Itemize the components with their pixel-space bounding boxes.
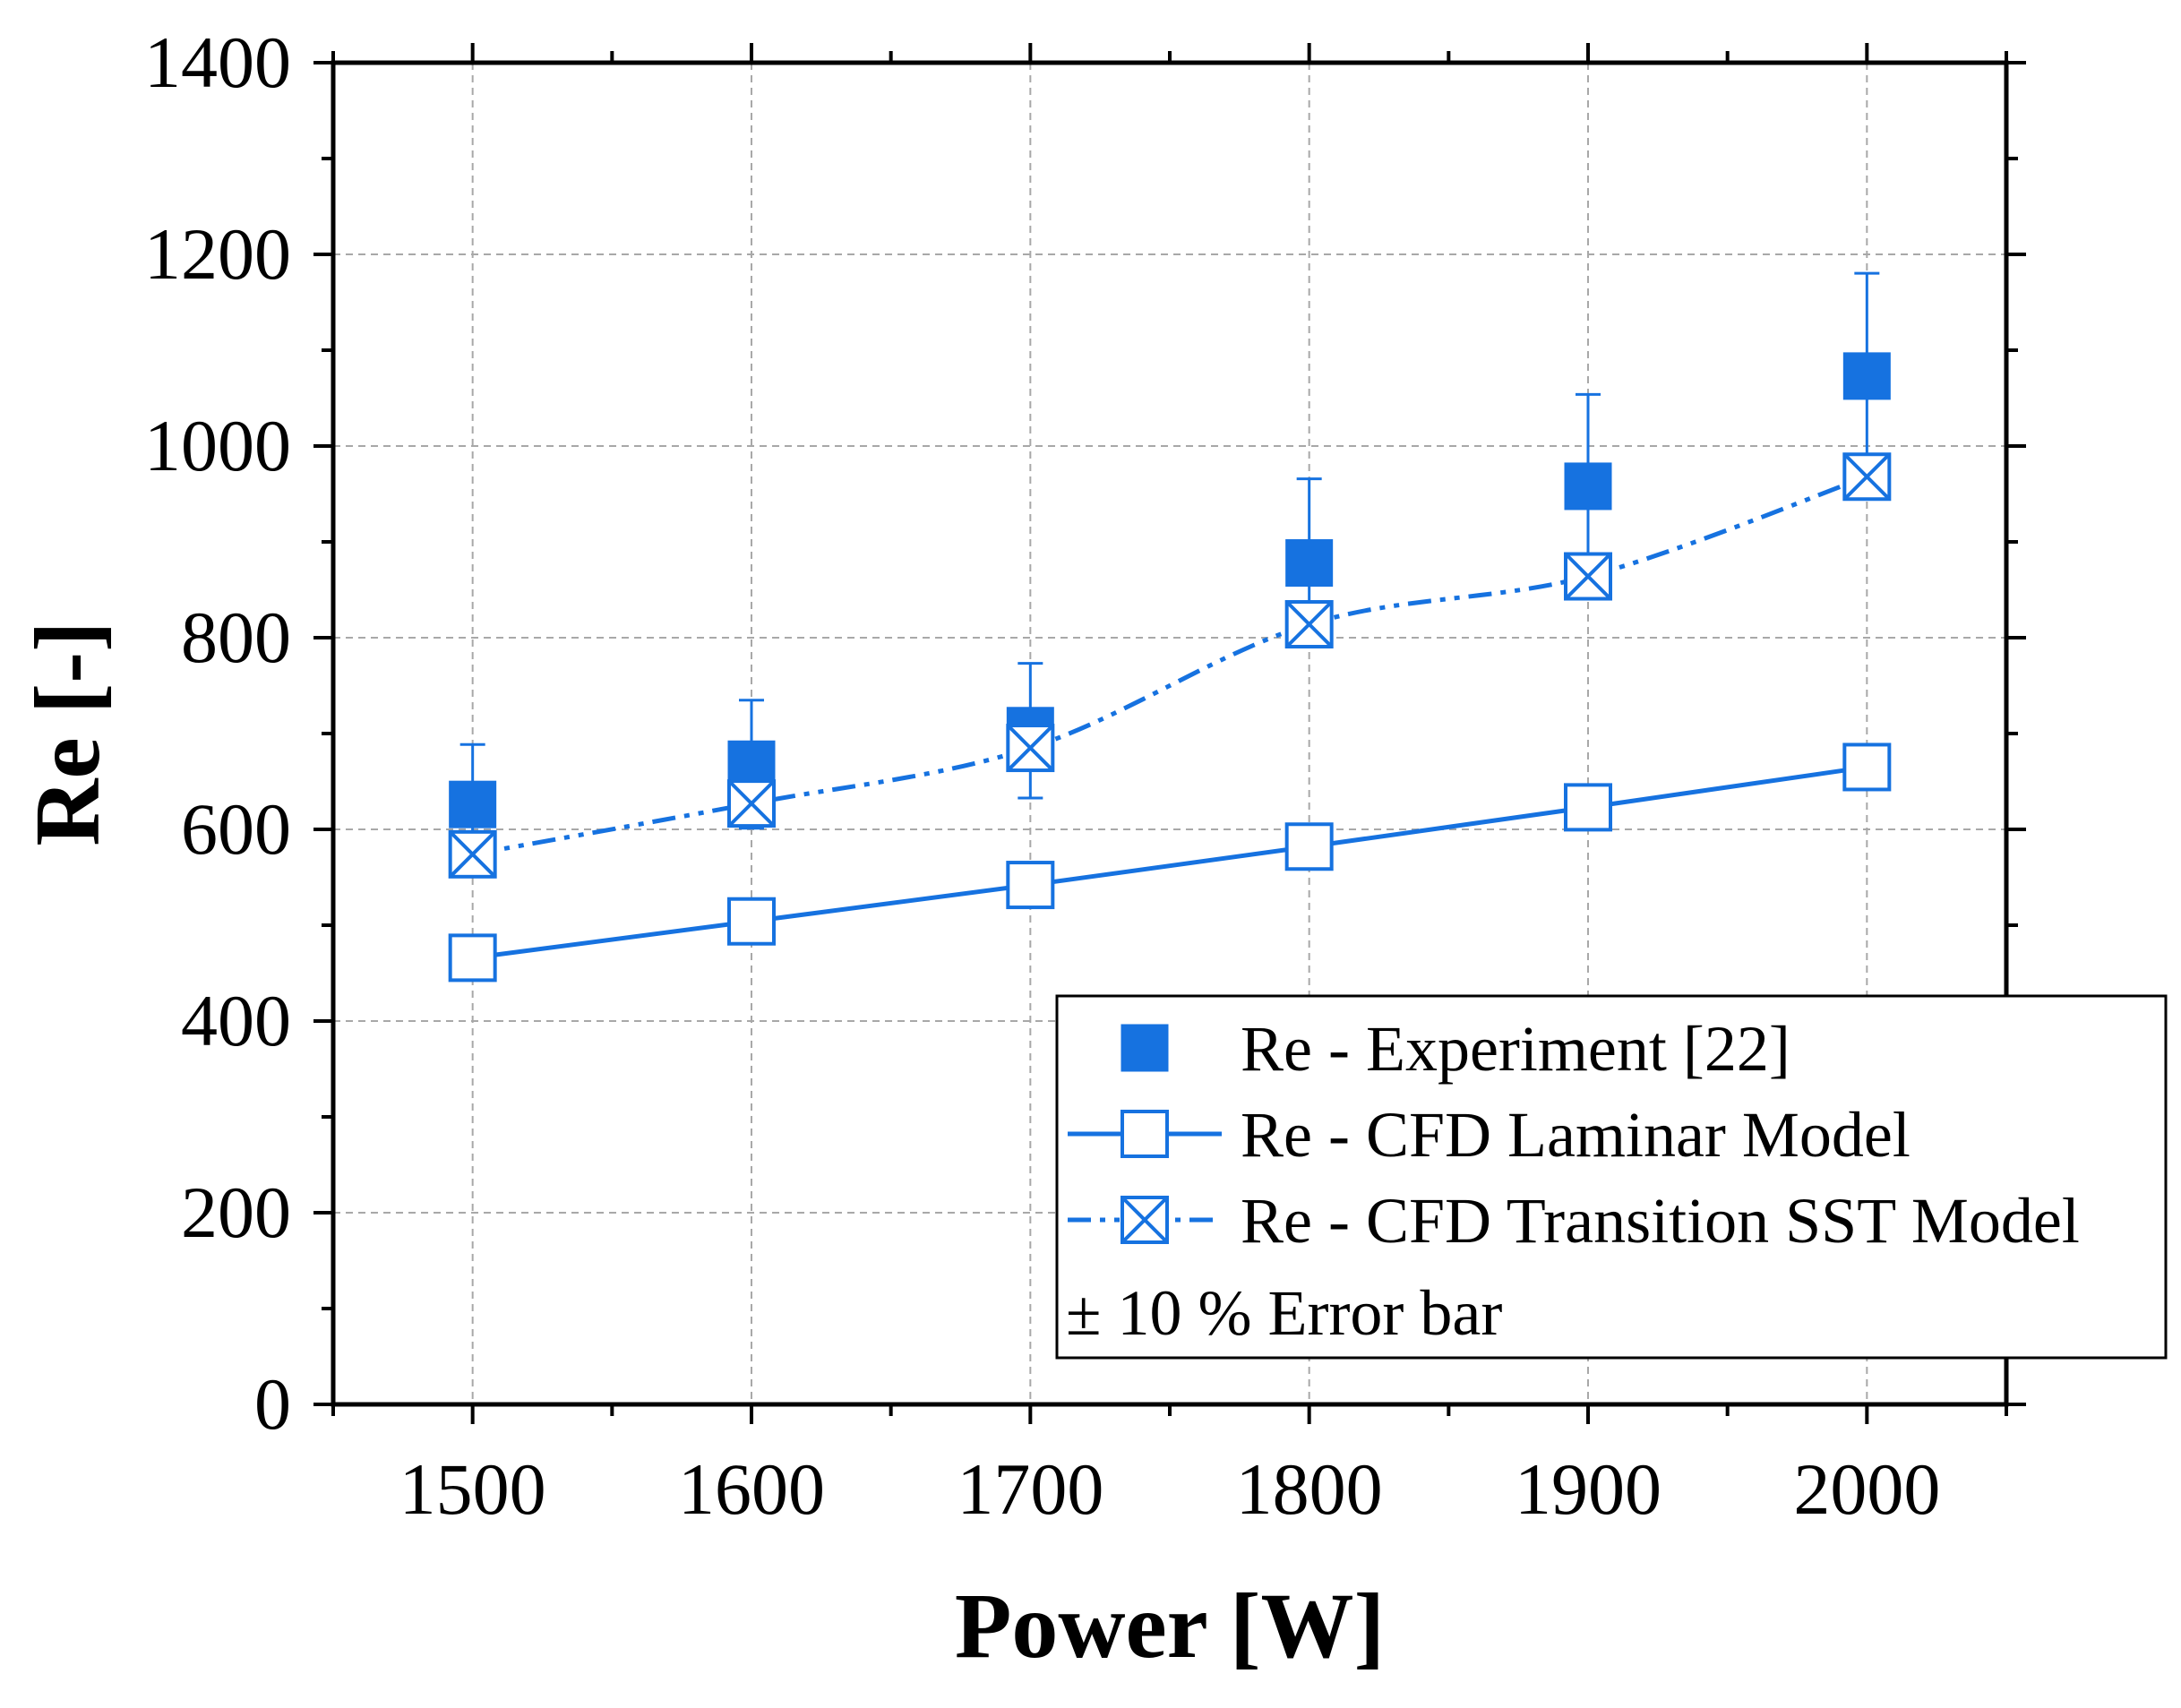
y-tick-label-400: 400 xyxy=(181,980,291,1061)
legend-label-experiment: Re - Experiment [22] xyxy=(1241,1013,1790,1085)
y-tick-label-0: 0 xyxy=(254,1363,291,1445)
transition-sst-point-2000-diag-b xyxy=(1842,452,1891,501)
laminar-point-1700 xyxy=(1006,861,1055,910)
experiment-point-1800 xyxy=(1285,539,1334,588)
transition-sst-point-1700 xyxy=(1006,724,1055,773)
transition-sst-point-1600 xyxy=(727,779,776,828)
legend: Re - Experiment [22] Re - CFD Laminar Mo… xyxy=(1055,994,2168,1360)
x-axis-title: Power [W] xyxy=(955,1575,1385,1678)
transition-sst-point-1800-diag-b xyxy=(1285,600,1334,648)
laminar-point-2000 xyxy=(1842,742,1892,792)
x-tick-label-1800: 1800 xyxy=(1236,1448,1383,1530)
experiment-point-1900 xyxy=(1564,462,1612,511)
transition-sst-point-1800 xyxy=(1284,600,1334,649)
transition-sst-line xyxy=(472,474,1868,857)
x-tick-label-1500: 1500 xyxy=(399,1448,546,1530)
laminar-point-1900 xyxy=(1564,783,1612,832)
transition-sst-point-1600-diag-b xyxy=(727,779,776,828)
transition-sst-point-1500 xyxy=(448,829,497,879)
legend-symbol-laminar xyxy=(1068,1110,1222,1158)
experiment-point-2000 xyxy=(1842,352,1891,400)
x-tick-label-1600: 1600 xyxy=(678,1448,825,1530)
transition-sst-point-1700-diag-b xyxy=(1006,724,1054,772)
legend-label-transition-sst: Re - CFD Transition SST Model xyxy=(1241,1185,2080,1257)
legend-marker-transition-sst-diag-b xyxy=(1121,1196,1169,1244)
y-axis-title: Re [-] xyxy=(16,621,119,845)
x-tick-label-2000: 2000 xyxy=(1793,1448,1940,1530)
legend-symbol-transition-sst xyxy=(1068,1196,1222,1244)
transition-sst-point-1900 xyxy=(1564,552,1612,601)
axis-ticks xyxy=(313,43,2026,1424)
x-tick-label-1900: 1900 xyxy=(1515,1448,1662,1530)
y-tick-label-1400: 1400 xyxy=(144,21,291,103)
laminar-point-1600 xyxy=(727,897,776,946)
experiment-point-1600 xyxy=(727,740,776,788)
y-tick-label-200: 200 xyxy=(181,1172,291,1253)
series-layer xyxy=(448,271,1892,983)
legend-marker-transition-sst xyxy=(1121,1196,1169,1244)
laminar-point-1800 xyxy=(1284,822,1334,871)
legend-label-laminar: Re - CFD Laminar Model xyxy=(1241,1099,1911,1171)
legend-symbol-experiment xyxy=(1121,1024,1169,1072)
tick-labels: 1500 1600 1700 1800 1900 2000 0 200 400 600 800 100… xyxy=(144,21,1940,1530)
y-tick-label-800: 800 xyxy=(181,597,291,678)
laminar-line xyxy=(472,764,1868,960)
transition-sst-point-2000 xyxy=(1842,452,1892,502)
legend-marker-laminar xyxy=(1121,1110,1169,1158)
legend-box xyxy=(1055,994,2168,1360)
legend-error-bar-note: ± 10 % Error bar xyxy=(1066,1277,1502,1349)
legend-marker-experiment xyxy=(1121,1024,1169,1072)
x-tick-label-1700: 1700 xyxy=(957,1448,1103,1530)
experiment-point-1500 xyxy=(449,780,497,828)
laminar-point-1500 xyxy=(448,933,497,983)
y-tick-label-600: 600 xyxy=(181,788,291,870)
y-tick-label-1000: 1000 xyxy=(144,405,291,486)
y-tick-label-1200: 1200 xyxy=(144,213,291,295)
transition-sst-point-1500-diag-b xyxy=(449,830,497,879)
transition-sst-point-1900-diag-b xyxy=(1564,553,1612,600)
